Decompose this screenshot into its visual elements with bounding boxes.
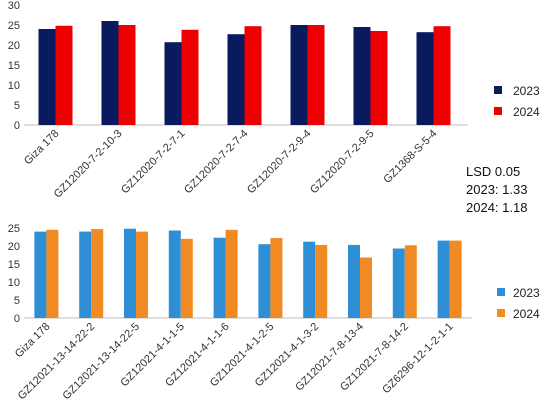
bar-2024-7 bbox=[360, 257, 372, 318]
legend-label-2023: 2023 bbox=[513, 84, 540, 98]
bar-2024-8 bbox=[404, 245, 417, 318]
bar-2023-0 bbox=[38, 29, 56, 125]
y-tick-label: 5 bbox=[14, 295, 20, 307]
x-tick-label: GZ12021-13-14-22-2 bbox=[16, 321, 98, 403]
y-tick-label: 10 bbox=[8, 80, 20, 92]
legend-swatch-2023 bbox=[497, 288, 505, 296]
bar-2024-5 bbox=[270, 238, 283, 318]
bottom-chart: 0 5 10 15 20 25 Giza 178GZ12021-13-14-22-2GZ12… bbox=[8, 223, 472, 402]
lsd-2024: 2024: 1.18 bbox=[466, 200, 527, 215]
y-tick-label: 10 bbox=[8, 277, 20, 289]
y-tick-label: 15 bbox=[8, 60, 20, 72]
bar-2023-2 bbox=[124, 228, 136, 318]
bar-2024-9 bbox=[449, 240, 462, 318]
y-tick-label: 30 bbox=[8, 0, 20, 12]
legend-swatch-2024 bbox=[494, 107, 502, 115]
bar-2023-1 bbox=[79, 231, 92, 318]
x-tick-label: Giza 178 bbox=[22, 128, 62, 168]
x-tick-label: Giza 178 bbox=[13, 321, 53, 361]
bar-2023-3 bbox=[168, 230, 181, 318]
bar-2023-7 bbox=[348, 244, 360, 318]
bar-2023-3 bbox=[227, 34, 245, 126]
x-tick-label: GZ12020-7-2-7-4 bbox=[182, 128, 251, 197]
legend-swatch-2024 bbox=[497, 309, 505, 317]
legend-label-2023: 2023 bbox=[513, 286, 540, 300]
x-tick-label: GZ12020-7-2-9-4 bbox=[245, 128, 314, 197]
x-tick-label: GZ12020-7-2-10-3 bbox=[52, 128, 125, 201]
bar-2024-2 bbox=[136, 231, 148, 318]
bar-2024-1 bbox=[91, 229, 104, 318]
bar-2024-3 bbox=[244, 26, 262, 126]
bar-2024-5 bbox=[370, 31, 388, 125]
x-tick-label: GZ12021-13-14-22-5 bbox=[61, 321, 143, 403]
bar-2023-8 bbox=[392, 248, 405, 318]
bar-2023-6 bbox=[416, 32, 434, 126]
y-tick-label: 0 bbox=[14, 120, 20, 132]
bar-2024-6 bbox=[433, 26, 451, 126]
bar-2024-2 bbox=[181, 29, 199, 125]
bar-2023-4 bbox=[213, 237, 226, 318]
bar-2023-1 bbox=[101, 21, 119, 125]
x-tick-label: GZ12020-7-2-9-5 bbox=[308, 128, 377, 197]
x-tick-label: GZ12020-7-2-7-1 bbox=[119, 128, 188, 197]
y-tick-label: 20 bbox=[8, 40, 20, 52]
y-tick-label: 25 bbox=[8, 20, 20, 32]
bar-2024-1 bbox=[118, 25, 136, 125]
lsd-2023: 2023: 1.33 bbox=[466, 182, 527, 197]
bar-2023-5 bbox=[258, 244, 271, 318]
y-tick-label: 25 bbox=[8, 223, 20, 235]
y-tick-label: 15 bbox=[8, 259, 20, 271]
bar-2024-6 bbox=[315, 244, 328, 318]
bar-2023-6 bbox=[303, 241, 316, 318]
bar-2023-9 bbox=[437, 240, 450, 318]
bar-2023-2 bbox=[164, 42, 182, 126]
legend-bottom: 2023 2024 bbox=[497, 286, 540, 321]
x-tick-label: GZ1368-S-5-4 bbox=[381, 128, 439, 186]
legend-label-2024: 2024 bbox=[513, 105, 540, 119]
bar-2024-4 bbox=[307, 25, 325, 125]
bar-2024-3 bbox=[180, 238, 193, 318]
y-tick-label: 0 bbox=[14, 313, 20, 325]
bar-2023-5 bbox=[353, 27, 371, 125]
lsd-annotation: LSD 0.05 2023: 1.33 2024: 1.18 bbox=[466, 164, 527, 215]
y-tick-label: 5 bbox=[14, 100, 20, 112]
legend-top: 2023 2024 bbox=[494, 84, 540, 119]
y-tick-label: 20 bbox=[8, 241, 20, 253]
bar-2024-0 bbox=[46, 229, 59, 318]
lsd-title: LSD 0.05 bbox=[466, 164, 520, 179]
legend-swatch-2023 bbox=[494, 86, 502, 94]
legend-label-2024: 2024 bbox=[513, 307, 540, 321]
bar-2023-0 bbox=[34, 231, 47, 318]
bar-2023-4 bbox=[290, 25, 308, 125]
bar-2024-0 bbox=[55, 25, 73, 125]
bar-2024-4 bbox=[225, 229, 238, 318]
